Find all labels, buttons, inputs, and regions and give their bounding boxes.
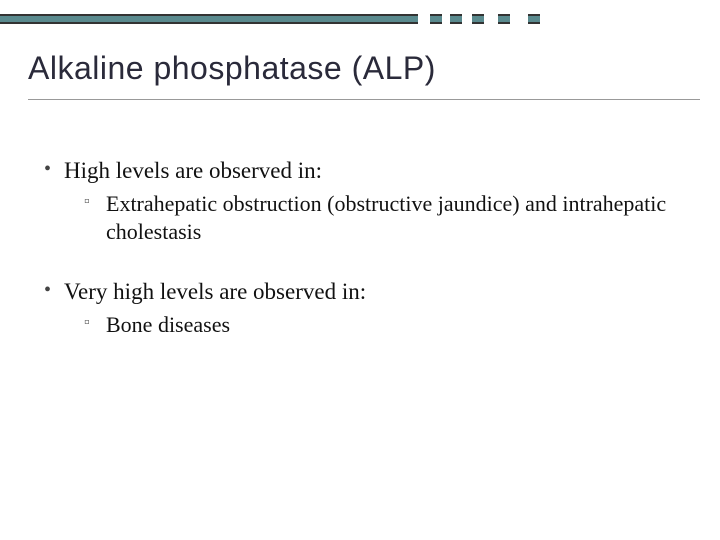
bullet-text: Extrahepatic obstruction (obstructive ja…	[106, 191, 666, 244]
decor-tick	[430, 14, 442, 24]
bullet-text: High levels are observed in:	[64, 158, 322, 183]
bullet-level1: Very high levels are observed in:	[44, 279, 680, 305]
decor-tick	[450, 14, 462, 24]
header-decor	[0, 0, 720, 24]
decor-tick	[498, 14, 510, 24]
bullet-text: Very high levels are observed in:	[64, 279, 366, 304]
decor-strip	[0, 14, 418, 24]
bullet-level2: Extrahepatic obstruction (obstructive ja…	[44, 190, 680, 245]
bullet-level1: High levels are observed in:	[44, 158, 680, 184]
title-underline	[28, 99, 700, 100]
slide-body: High levels are observed in: Extrahepati…	[44, 158, 680, 373]
bullet-level2: Bone diseases	[44, 311, 680, 339]
decor-tick	[528, 14, 540, 24]
slide-title: Alkaline phosphatase (ALP)	[28, 50, 436, 87]
bullet-text: Bone diseases	[106, 312, 230, 337]
decor-tick	[472, 14, 484, 24]
